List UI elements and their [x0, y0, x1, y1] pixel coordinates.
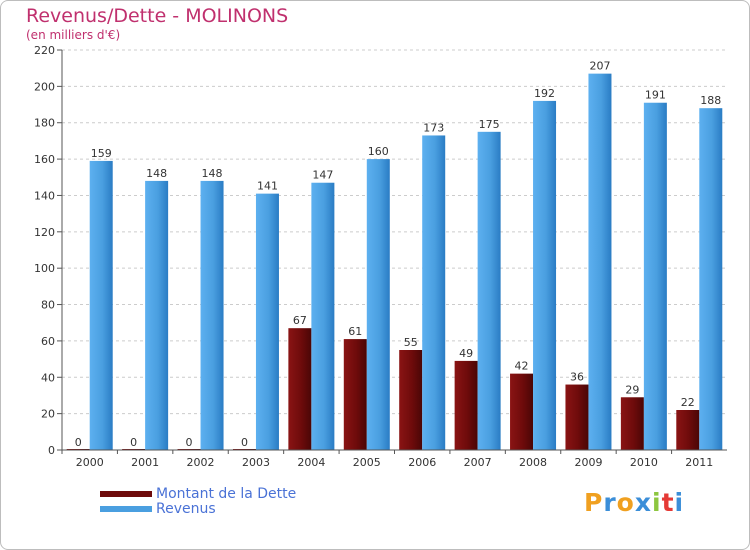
- logo-letter: o: [616, 488, 635, 517]
- bar-revenus: [200, 180, 224, 450]
- bar-revenus: [89, 160, 113, 450]
- x-tick-label: 2010: [630, 456, 658, 469]
- y-tick-label: 200: [34, 80, 55, 93]
- data-label-revenus: 141: [257, 180, 278, 193]
- x-tick-label: 2002: [187, 456, 215, 469]
- logo-letter: i: [674, 488, 685, 517]
- bar-revenus: [533, 100, 557, 450]
- bar-revenus: [699, 108, 723, 450]
- data-label-revenus: 188: [700, 94, 721, 107]
- chart-title: Revenus/Dette - MOLINONS: [26, 5, 289, 27]
- legend-swatch-revenus: [100, 505, 152, 512]
- x-tick-label: 2009: [574, 456, 602, 469]
- logo-letter: t: [661, 488, 675, 517]
- data-label-revenus: 148: [146, 167, 167, 180]
- chart-subtitle: (en milliers d'€): [26, 28, 121, 42]
- data-label-dette: 42: [515, 360, 529, 373]
- bar-dette: [620, 397, 644, 450]
- data-label-revenus: 191: [645, 89, 666, 102]
- x-tick-label: 2007: [464, 456, 492, 469]
- bar-revenus: [145, 180, 169, 450]
- bar-dette: [288, 328, 312, 450]
- data-label-dette: 0: [130, 436, 137, 449]
- data-label-dette: 55: [404, 336, 418, 349]
- data-label-dette: 67: [293, 314, 307, 327]
- data-label-revenus: 160: [368, 145, 389, 158]
- data-label-revenus: 148: [202, 167, 223, 180]
- x-tick-label: 2004: [297, 456, 325, 469]
- bar-dette: [676, 410, 700, 450]
- legend: Montant de la Dette Revenus: [100, 485, 297, 517]
- data-label-revenus: 207: [589, 60, 610, 73]
- y-tick-label: 80: [41, 299, 55, 312]
- x-tick-label: 2000: [76, 456, 104, 469]
- bar-revenus: [311, 182, 335, 450]
- bar-revenus: [588, 73, 612, 451]
- data-label-revenus: 192: [534, 87, 555, 100]
- data-label-revenus: 147: [312, 169, 333, 182]
- bar-dette: [454, 360, 478, 450]
- bar-dette: [510, 373, 534, 450]
- bar-revenus: [477, 131, 501, 450]
- data-label-dette: 0: [186, 436, 193, 449]
- x-tick-label: 2001: [131, 456, 159, 469]
- data-label-dette: 61: [348, 325, 362, 338]
- y-tick-label: 160: [34, 153, 55, 166]
- data-label-dette: 36: [570, 371, 584, 384]
- y-tick-label: 40: [41, 371, 55, 384]
- legend-item-revenus: Revenus: [100, 500, 296, 517]
- x-tick-label: 2011: [685, 456, 713, 469]
- y-tick-label: 20: [41, 408, 55, 421]
- y-tick-label: 120: [34, 226, 55, 239]
- logo-letter: i: [652, 488, 662, 517]
- legend-item-dette: Montant de la Dette: [100, 485, 297, 502]
- logo-letter: x: [634, 488, 652, 517]
- bar-revenus: [255, 193, 279, 451]
- data-label-revenus: 175: [479, 118, 500, 131]
- proxiti-logo: Proxiti: [584, 488, 684, 517]
- logo-letter: r: [603, 488, 617, 517]
- y-tick-label: 220: [34, 44, 55, 57]
- x-tick-label: 2003: [242, 456, 270, 469]
- x-tick-label: 2005: [353, 456, 381, 469]
- y-tick-label: 180: [34, 117, 55, 130]
- bar-revenus: [422, 135, 446, 451]
- bar-dette: [343, 339, 367, 450]
- bar-dette: [565, 384, 589, 450]
- data-label-dette: 0: [241, 436, 248, 449]
- legend-swatch-dette: [100, 490, 152, 497]
- bar-revenus: [366, 159, 390, 450]
- x-tick-label: 2008: [519, 456, 547, 469]
- y-tick-label: 60: [41, 335, 55, 348]
- data-label-dette: 22: [681, 396, 695, 409]
- data-label-revenus: 173: [423, 121, 444, 134]
- y-tick-label: 100: [34, 262, 55, 275]
- y-tick-label: 140: [34, 189, 55, 202]
- data-label-dette: 29: [625, 383, 639, 396]
- legend-label-revenus: Revenus: [156, 500, 216, 517]
- data-label-dette: 0: [75, 436, 82, 449]
- bar-dette: [399, 350, 423, 450]
- y-tick-label: 0: [48, 444, 55, 457]
- legend-label-dette: Montant de la Dette: [156, 485, 297, 502]
- logo-letter: P: [584, 488, 604, 517]
- data-label-revenus: 159: [91, 147, 112, 160]
- data-label-dette: 49: [459, 347, 473, 360]
- x-tick-label: 2006: [408, 456, 436, 469]
- bar-revenus: [643, 102, 667, 451]
